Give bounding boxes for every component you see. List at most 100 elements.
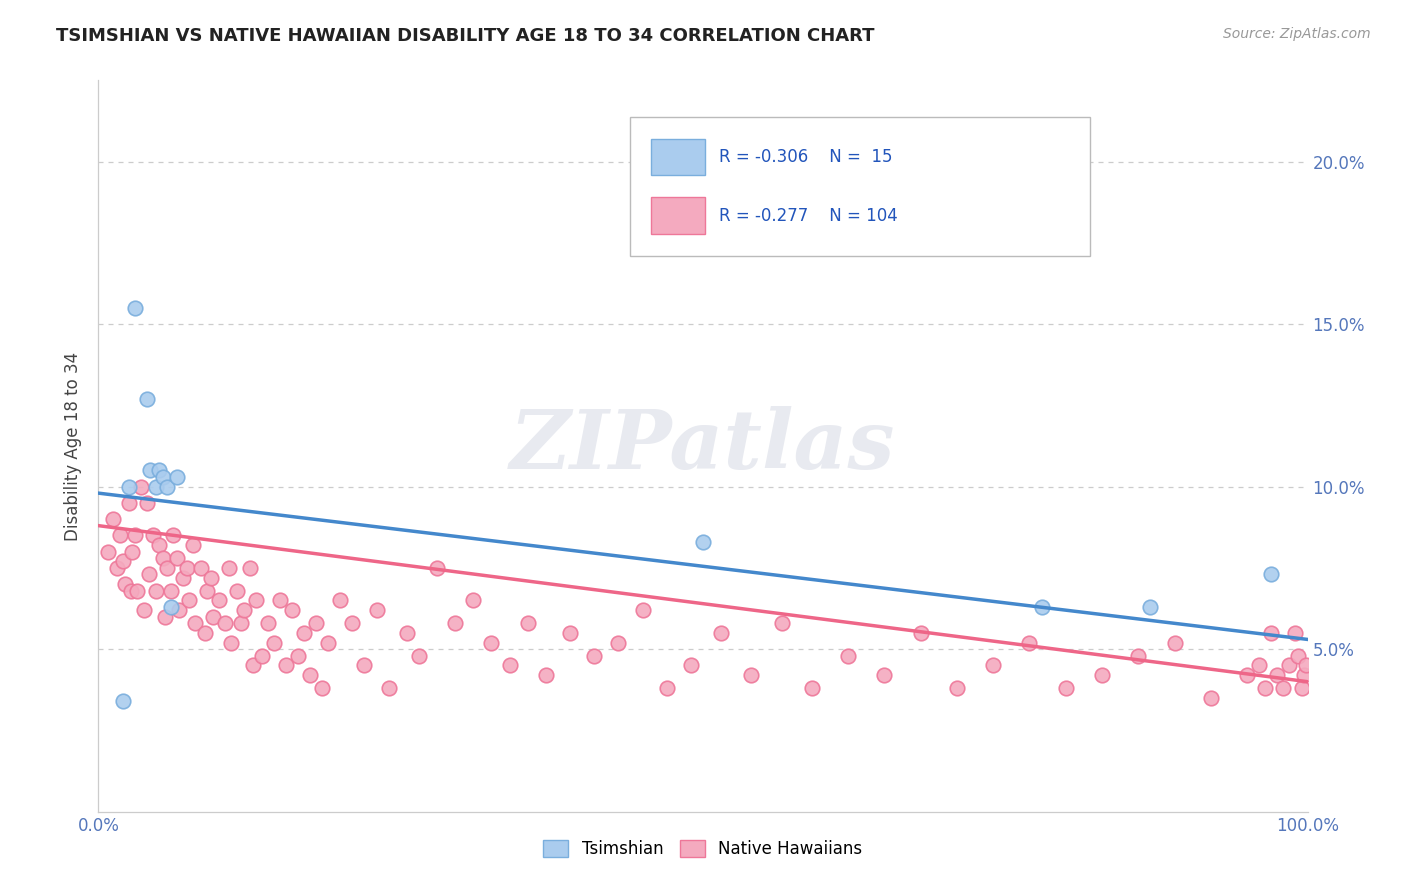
- Point: [145, 480, 167, 494]
- Point: [353, 658, 375, 673]
- Point: [181, 538, 204, 552]
- Point: [1091, 668, 1114, 682]
- Text: R = -0.306    N =  15: R = -0.306 N = 15: [718, 148, 893, 166]
- Point: [329, 593, 352, 607]
- Legend: Tsimshian, Native Hawaiians: Tsimshian, Native Hawaiians: [544, 840, 862, 858]
- Point: [1267, 668, 1289, 682]
- Point: [242, 658, 264, 673]
- Point: [481, 635, 503, 649]
- Point: [218, 561, 240, 575]
- Point: [229, 616, 252, 631]
- Point: [655, 681, 678, 696]
- Point: [245, 593, 267, 607]
- Point: [1054, 681, 1077, 696]
- Point: [444, 616, 467, 631]
- Point: [981, 658, 1004, 673]
- Point: [710, 626, 733, 640]
- Point: [194, 626, 217, 640]
- Point: [1128, 648, 1150, 663]
- Point: [169, 603, 191, 617]
- Point: [148, 538, 170, 552]
- Point: [108, 528, 131, 542]
- Bar: [651, 139, 706, 176]
- Point: [1199, 690, 1222, 705]
- Point: [179, 593, 201, 607]
- Point: [1163, 635, 1185, 649]
- Point: [135, 496, 157, 510]
- Text: ZIPatlas: ZIPatlas: [510, 406, 896, 486]
- Point: [426, 561, 449, 575]
- Point: [256, 616, 278, 631]
- Y-axis label: Disability Age 18 to 34: Disability Age 18 to 34: [65, 351, 83, 541]
- Point: [311, 681, 333, 696]
- Point: [152, 551, 174, 566]
- Point: [97, 544, 120, 558]
- Point: [395, 626, 418, 640]
- Point: [156, 480, 179, 494]
- Point: [305, 616, 328, 631]
- Point: [120, 583, 142, 598]
- FancyBboxPatch shape: [630, 117, 1090, 256]
- Point: [184, 616, 207, 631]
- Point: [166, 551, 188, 566]
- Point: [202, 609, 225, 624]
- Point: [208, 593, 231, 607]
- Point: [1031, 599, 1053, 614]
- Point: [342, 616, 364, 631]
- Point: [118, 496, 141, 510]
- Point: [1286, 648, 1309, 663]
- Point: [221, 635, 243, 649]
- Point: [873, 668, 896, 682]
- Point: [408, 648, 430, 663]
- Point: [176, 561, 198, 575]
- Point: [1254, 681, 1277, 696]
- Point: [516, 616, 538, 631]
- Point: [152, 470, 174, 484]
- Point: [740, 668, 762, 682]
- Point: [153, 609, 176, 624]
- Point: [190, 561, 212, 575]
- Point: [156, 561, 179, 575]
- Point: [250, 648, 273, 663]
- Point: [1291, 681, 1313, 696]
- Point: [1236, 668, 1258, 682]
- Point: [111, 554, 134, 568]
- Point: [463, 593, 485, 607]
- Point: [1260, 626, 1282, 640]
- Point: [910, 626, 932, 640]
- Point: [299, 668, 322, 682]
- Point: [118, 480, 141, 494]
- Point: [1139, 599, 1161, 614]
- Point: [195, 583, 218, 598]
- Point: [162, 528, 184, 542]
- Point: [377, 681, 399, 696]
- Point: [1295, 658, 1317, 673]
- Point: [145, 583, 167, 598]
- Point: [138, 567, 160, 582]
- Point: [135, 392, 157, 406]
- Point: [366, 603, 388, 617]
- Point: [583, 648, 606, 663]
- Point: [692, 535, 714, 549]
- Point: [160, 599, 183, 614]
- Point: [148, 463, 170, 477]
- Point: [263, 635, 285, 649]
- Point: [124, 301, 146, 315]
- Point: [166, 470, 188, 484]
- Point: [1260, 567, 1282, 582]
- Point: [1278, 658, 1301, 673]
- Point: [1018, 635, 1040, 649]
- Point: [101, 512, 124, 526]
- Point: [239, 561, 262, 575]
- Point: [607, 635, 630, 649]
- Point: [172, 571, 194, 585]
- Point: [129, 480, 152, 494]
- Text: Source: ZipAtlas.com: Source: ZipAtlas.com: [1223, 27, 1371, 41]
- Point: [114, 577, 136, 591]
- Text: R = -0.277    N = 104: R = -0.277 N = 104: [718, 207, 897, 225]
- Point: [1284, 626, 1306, 640]
- Point: [946, 681, 969, 696]
- Point: [139, 463, 162, 477]
- Text: TSIMSHIAN VS NATIVE HAWAIIAN DISABILITY AGE 18 TO 34 CORRELATION CHART: TSIMSHIAN VS NATIVE HAWAIIAN DISABILITY …: [56, 27, 875, 45]
- Point: [127, 583, 149, 598]
